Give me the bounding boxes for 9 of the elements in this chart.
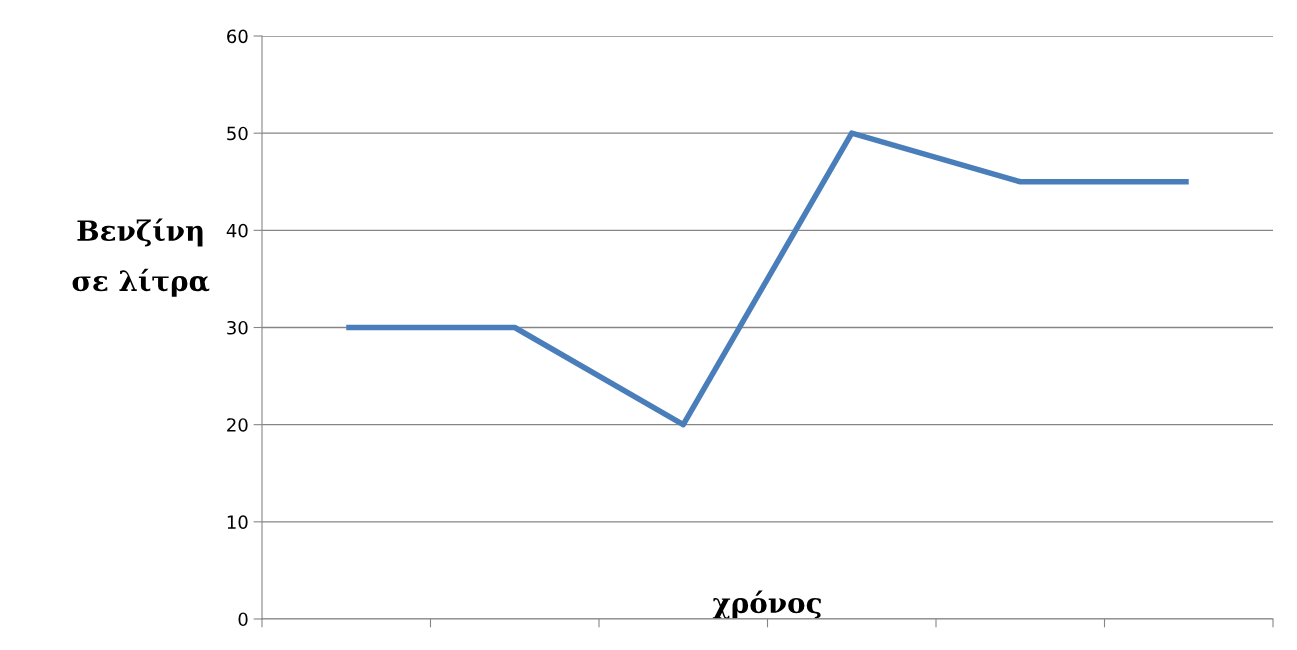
y-tick-label: 0 [238, 612, 248, 627]
y-tick-label: 10 [227, 515, 248, 529]
y-tick-label: 50 [227, 126, 248, 141]
x-axis-title: χρόνος [712, 590, 821, 619]
y-tick-label: 20 [227, 418, 248, 432]
y-tick-label: 60 [227, 29, 248, 44]
y-tick-label: 40 [226, 223, 248, 238]
y-axis-title: Βενζίνη σε λίτρα [72, 218, 210, 297]
y-tick-label: 30 [227, 320, 248, 335]
